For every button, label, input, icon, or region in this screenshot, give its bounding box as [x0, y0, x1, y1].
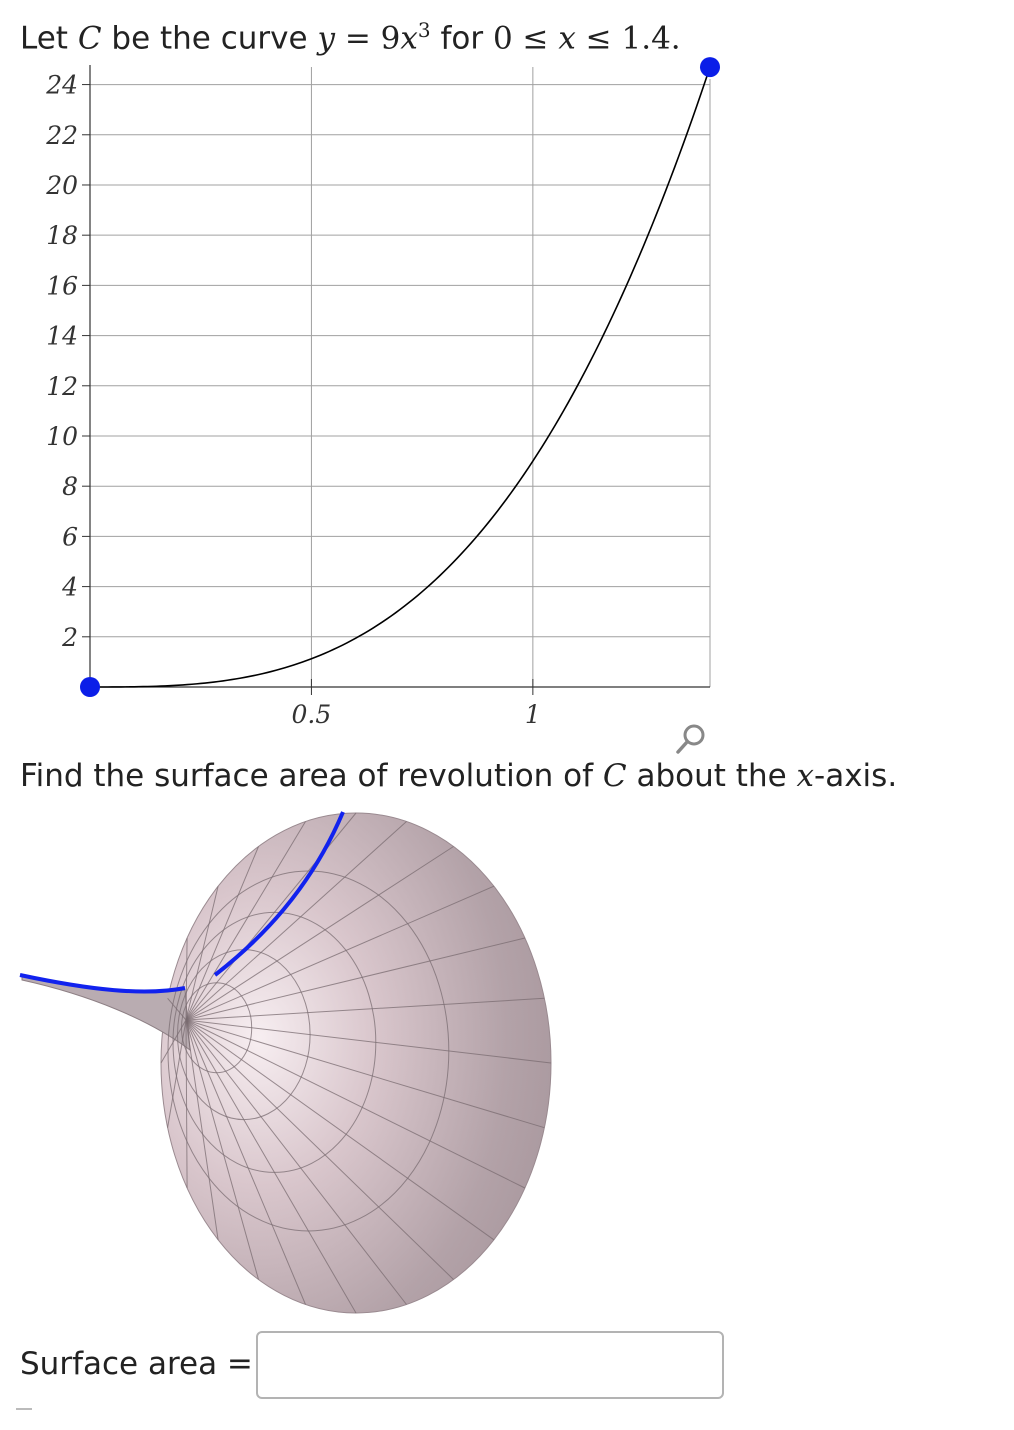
- surface-meridian: [185, 1019, 306, 1305]
- x-tick-label: 1: [525, 700, 541, 729]
- endpoint-dot: [700, 57, 720, 78]
- surface-meridian: [185, 1019, 495, 1241]
- question-part: Let: [20, 20, 78, 57]
- surface-meridian: [185, 846, 259, 1021]
- y-tick-label: 10: [46, 422, 78, 451]
- math-x: x: [400, 20, 418, 57]
- surface-meridian: [185, 886, 219, 1021]
- surface-curve-right: [213, 811, 345, 977]
- surface-area-input[interactable]: [256, 1331, 724, 1399]
- endpoint-dot: [80, 677, 100, 697]
- math-ineq: ≤ 1.4.: [575, 20, 681, 57]
- surface-meridian: [185, 937, 188, 1021]
- surface-meridian: [185, 885, 495, 1021]
- surface-of-revolution-image: [19, 811, 552, 1314]
- y-tick-label: 8: [62, 472, 78, 501]
- curve-line: [90, 66, 711, 688]
- y-tick-label: 16: [46, 271, 78, 300]
- surface-ring: [167, 870, 450, 1232]
- surface-meridian: [185, 1019, 219, 1240]
- curve-group: [80, 57, 720, 697]
- x-tick-label: 0.5: [292, 700, 332, 729]
- find-part: about the: [626, 758, 797, 794]
- y-tick-label: 24: [45, 71, 78, 100]
- y-tick-label: 22: [45, 121, 78, 150]
- question-part: be the curve: [101, 20, 318, 57]
- axes: [82, 65, 710, 695]
- find-text: Find the surface area of revolution of C…: [20, 758, 897, 794]
- surface-ring: [181, 982, 253, 1074]
- y-tick-label: 4: [61, 573, 78, 602]
- math-eq: = 9: [334, 20, 401, 57]
- y-tick-label: 12: [46, 372, 78, 401]
- y-tick-label: 6: [62, 522, 78, 551]
- divider: [16, 1408, 32, 1410]
- math-x: x: [796, 758, 815, 794]
- surface-ring: [172, 911, 377, 1173]
- surface-meridian: [185, 937, 526, 1021]
- y-tick-label: 20: [45, 171, 78, 200]
- surface-meridian: [185, 821, 407, 1021]
- surface-meridian: [185, 997, 545, 1021]
- surface-meridian: [185, 1019, 357, 1314]
- math-exponent: 3: [417, 18, 431, 42]
- question-part: for: [430, 20, 493, 57]
- surface-meridian: [185, 1019, 526, 1189]
- math-C: C: [602, 758, 627, 794]
- find-part: -axis.: [814, 758, 898, 794]
- surface-meridian: [185, 1019, 552, 1064]
- surface-meridian: [185, 846, 454, 1021]
- surface-meridian: [185, 1019, 259, 1280]
- surface-meridian: [185, 1019, 545, 1129]
- answer-label: Surface area =: [20, 1346, 253, 1382]
- math-C: C: [77, 20, 102, 57]
- surface-meridian: [185, 821, 306, 1021]
- magnifier-icon[interactable]: [672, 722, 712, 758]
- question-text: Let C be the curve y = 9x3 for 0 ≤ x ≤ 1…: [20, 18, 681, 56]
- surface-meridian: [185, 1019, 407, 1305]
- math-ineq: 0 ≤: [492, 20, 559, 57]
- grid: [90, 67, 711, 687]
- surface-meridian: [185, 1019, 454, 1280]
- surface-meridian: [185, 1019, 188, 1189]
- math-y: y: [317, 20, 335, 57]
- find-part: Find the surface area of revolution of: [20, 758, 603, 794]
- y-tick-label: 18: [46, 221, 78, 250]
- y-tick-label: 14: [46, 322, 78, 351]
- math-x: x: [558, 20, 576, 57]
- surface-curve-left: [19, 973, 186, 994]
- y-tick-label: 2: [61, 623, 78, 652]
- surface-meridian: [167, 1019, 187, 1128]
